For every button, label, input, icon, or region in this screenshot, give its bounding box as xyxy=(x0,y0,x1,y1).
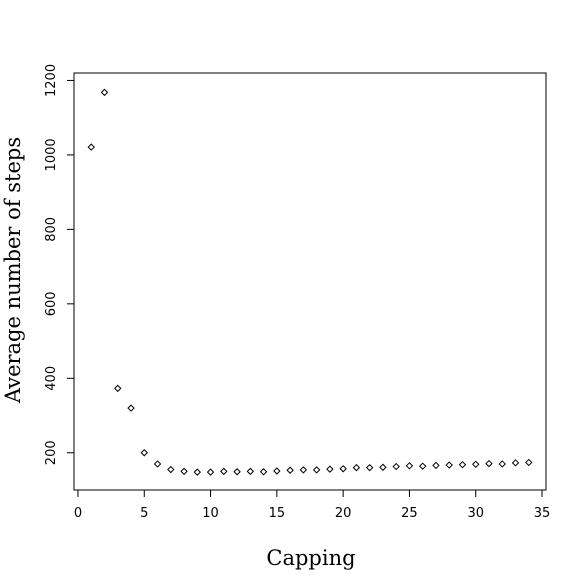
data-point xyxy=(114,384,122,393)
data-point xyxy=(273,467,281,475)
data-point xyxy=(193,468,202,476)
x-tick-label: 15 xyxy=(269,506,286,521)
data-point xyxy=(432,461,440,470)
data-point xyxy=(220,467,228,476)
x-axis: 0 5 10 15 20 25 30 35 xyxy=(74,489,551,521)
data-point xyxy=(339,465,347,473)
data-point xyxy=(405,462,414,470)
data-point xyxy=(100,88,109,97)
data-point xyxy=(472,460,480,469)
x-tick-label: 35 xyxy=(534,506,551,521)
y-tick-label: 1200 xyxy=(44,64,59,97)
data-point xyxy=(498,460,506,468)
data-point xyxy=(206,468,215,476)
x-tick-label: 5 xyxy=(140,506,148,521)
data-point xyxy=(259,468,268,476)
x-tick-label: 25 xyxy=(401,506,418,521)
data-point xyxy=(485,459,493,468)
data-point xyxy=(352,463,361,472)
data-point xyxy=(127,404,135,412)
x-tick-label: 20 xyxy=(335,506,352,521)
y-tick-label: 400 xyxy=(44,366,59,391)
plot-frame xyxy=(73,72,547,491)
data-point xyxy=(312,466,321,474)
y-tick-label: 600 xyxy=(44,291,59,316)
y-tick-label: 200 xyxy=(44,440,59,465)
data-point xyxy=(511,459,520,467)
data-point xyxy=(525,458,533,467)
x-tick-label: 30 xyxy=(467,506,484,521)
data-point xyxy=(326,465,334,473)
x-tick-label: 10 xyxy=(202,506,219,521)
data-point xyxy=(87,143,95,151)
data-point xyxy=(180,467,188,476)
y-axis-title: Average number of steps xyxy=(1,137,25,404)
data-point xyxy=(379,463,387,471)
y-tick-label: 800 xyxy=(44,217,59,242)
data-points xyxy=(87,88,533,476)
data-point xyxy=(233,468,241,476)
data-point xyxy=(365,463,374,472)
data-point xyxy=(445,461,453,469)
y-tick-label: 1000 xyxy=(44,138,59,171)
x-tick-label: 0 xyxy=(74,506,82,521)
data-point xyxy=(153,460,162,468)
data-point xyxy=(167,465,175,474)
data-point xyxy=(246,467,255,476)
data-point xyxy=(299,466,308,474)
data-point xyxy=(286,466,294,474)
x-axis-title: Capping xyxy=(266,546,355,570)
data-point xyxy=(458,460,467,469)
y-axis: 200 400 600 800 1000 1200 xyxy=(44,64,75,465)
data-point xyxy=(392,462,400,471)
data-point xyxy=(140,449,148,457)
data-point xyxy=(418,462,427,470)
